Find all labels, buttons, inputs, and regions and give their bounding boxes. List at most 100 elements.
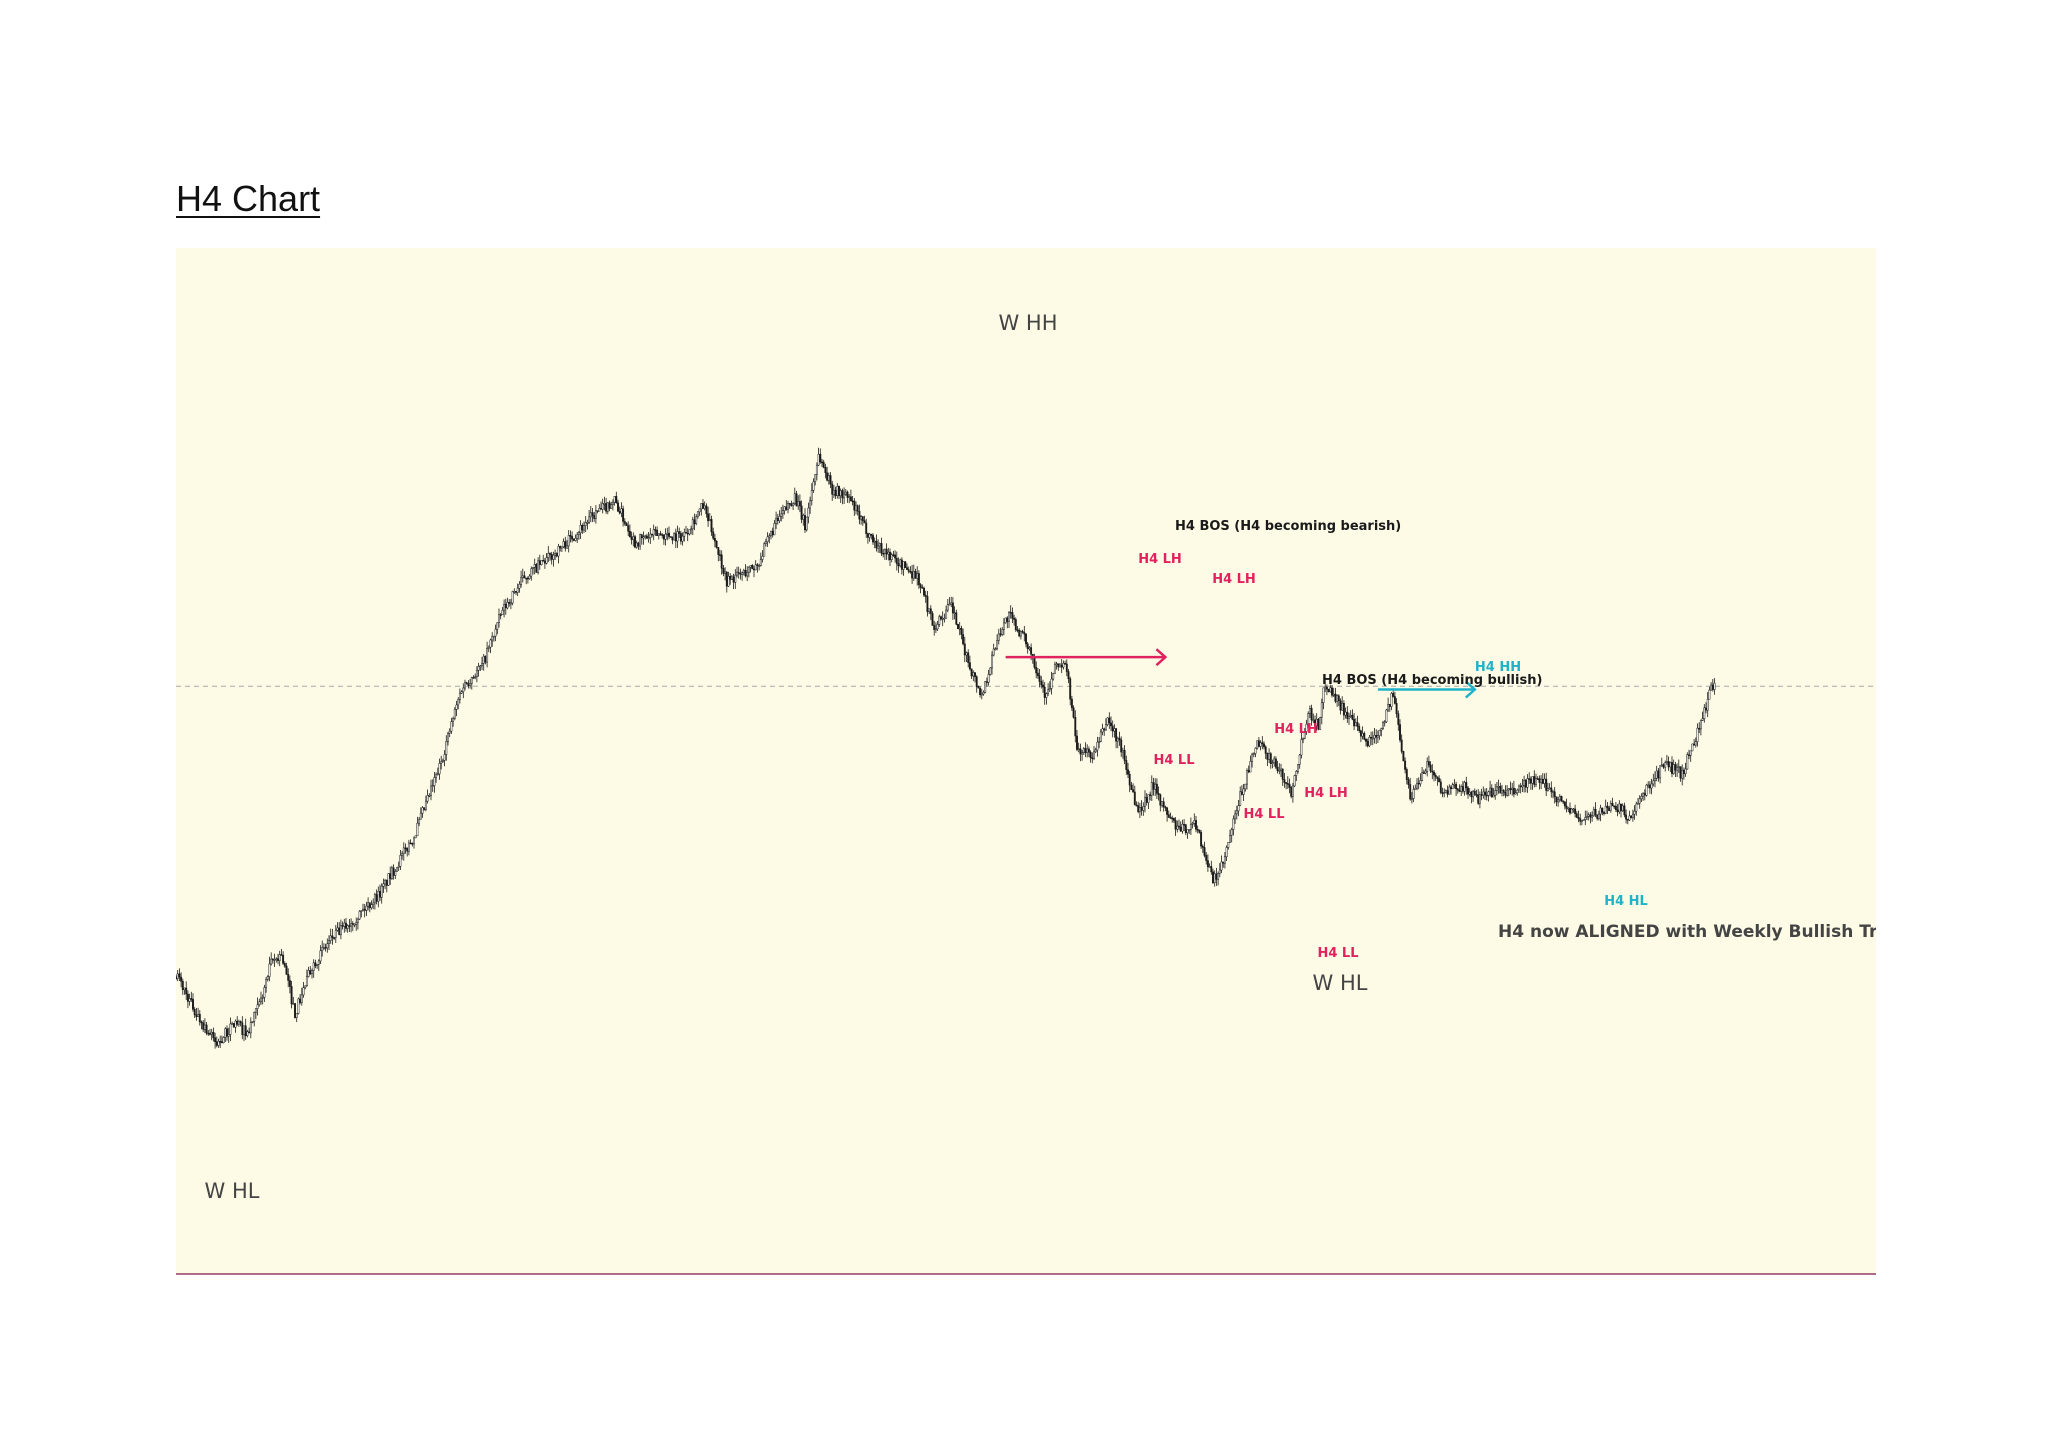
candle-body [1059, 664, 1061, 668]
candle-body [676, 531, 679, 542]
candle-body [307, 970, 310, 977]
candle-body [372, 902, 375, 905]
candle-body [1392, 693, 1395, 697]
bearish-bos-label: H4 BOS (H4 becoming bearish) [1175, 519, 1401, 534]
candle-body [873, 540, 876, 543]
candle-body [647, 537, 650, 540]
candle-body [688, 529, 691, 535]
candle-body [1230, 829, 1233, 836]
candle-body [452, 718, 455, 722]
candle-body [1356, 722, 1359, 727]
candle-body [962, 634, 965, 645]
candle-body [538, 560, 541, 565]
candle-body [1332, 693, 1335, 696]
candle-body [1618, 803, 1621, 813]
candle-body [178, 973, 181, 978]
candle-body [440, 761, 443, 764]
candle-body [1293, 775, 1296, 787]
candle-body [979, 687, 982, 696]
candle-body [1239, 791, 1242, 806]
candle-body [1201, 845, 1204, 848]
candle-body [396, 867, 398, 872]
candle-body [1336, 695, 1339, 702]
candle-body [1446, 790, 1449, 795]
candle-body [377, 891, 380, 902]
candle-body [1026, 643, 1029, 650]
candle-body [1705, 707, 1707, 711]
candle-body [831, 483, 834, 495]
candle-body [1116, 737, 1119, 742]
candle-body [673, 533, 676, 541]
candle-body [605, 503, 608, 512]
candle-body [1205, 855, 1208, 861]
candle-body [1421, 772, 1424, 781]
candle-body [759, 559, 762, 566]
candle-body [515, 591, 517, 593]
candle-body [407, 842, 410, 852]
candle-body [1456, 788, 1459, 791]
candle-body [465, 682, 468, 684]
candle-body [1694, 741, 1697, 746]
candle-body [996, 640, 999, 650]
candle-body [1623, 805, 1626, 816]
candle-body [900, 559, 903, 570]
candle-body [1422, 772, 1425, 774]
candle-body [1018, 630, 1021, 637]
candle-body [217, 1041, 220, 1046]
candle-body [268, 963, 271, 977]
candle-body [248, 1031, 251, 1034]
candle-body [1565, 805, 1568, 809]
candle-body [1167, 814, 1170, 818]
candle-body [1235, 810, 1238, 815]
candle-body [923, 587, 925, 596]
candle-body [581, 525, 584, 531]
candle-body [520, 577, 523, 585]
candle-body [1373, 735, 1376, 739]
candle-body [499, 614, 502, 616]
candle-body [617, 502, 619, 512]
candle-body [880, 543, 883, 554]
candle-body [399, 855, 402, 867]
candle-body [1472, 790, 1475, 798]
candle-body [1397, 713, 1400, 725]
candle-body [1349, 715, 1352, 717]
candle-body [756, 564, 759, 566]
candle-body [470, 677, 473, 684]
candle-body [747, 566, 750, 573]
candle-body [817, 453, 820, 466]
candle-body [730, 576, 733, 580]
candle-body [737, 571, 740, 574]
candle-body [877, 545, 880, 549]
candle-body [1348, 716, 1350, 719]
candle-body [929, 608, 932, 614]
candle-body [358, 911, 361, 920]
candle-body [809, 500, 812, 509]
h4-lh-label-1: H4 LH [1138, 552, 1182, 567]
candle-body [513, 591, 516, 593]
candle-body [370, 904, 373, 909]
candle-body [1376, 735, 1379, 738]
candle-body [1053, 664, 1056, 674]
candle-body [457, 699, 460, 706]
candle-body [220, 1041, 223, 1044]
candle-body [195, 1014, 198, 1017]
candle-body [234, 1020, 237, 1028]
candle-body [1006, 617, 1009, 622]
candle-body [1614, 805, 1617, 810]
candle-body [256, 1004, 259, 1009]
candle-body [1643, 793, 1646, 796]
candle-body [1699, 720, 1702, 730]
candle-body [1460, 786, 1463, 792]
candle-body [1257, 740, 1260, 747]
candle-body [1682, 769, 1685, 775]
candle-body [346, 925, 349, 929]
candle-body [333, 937, 336, 939]
candle-body [957, 624, 959, 630]
candle-body [991, 654, 993, 669]
candle-body [547, 553, 550, 558]
candle-body [1196, 829, 1199, 831]
candle-body [176, 973, 179, 979]
candle-body [1121, 750, 1124, 753]
candle-body [775, 517, 778, 524]
candle-body [186, 993, 189, 1002]
